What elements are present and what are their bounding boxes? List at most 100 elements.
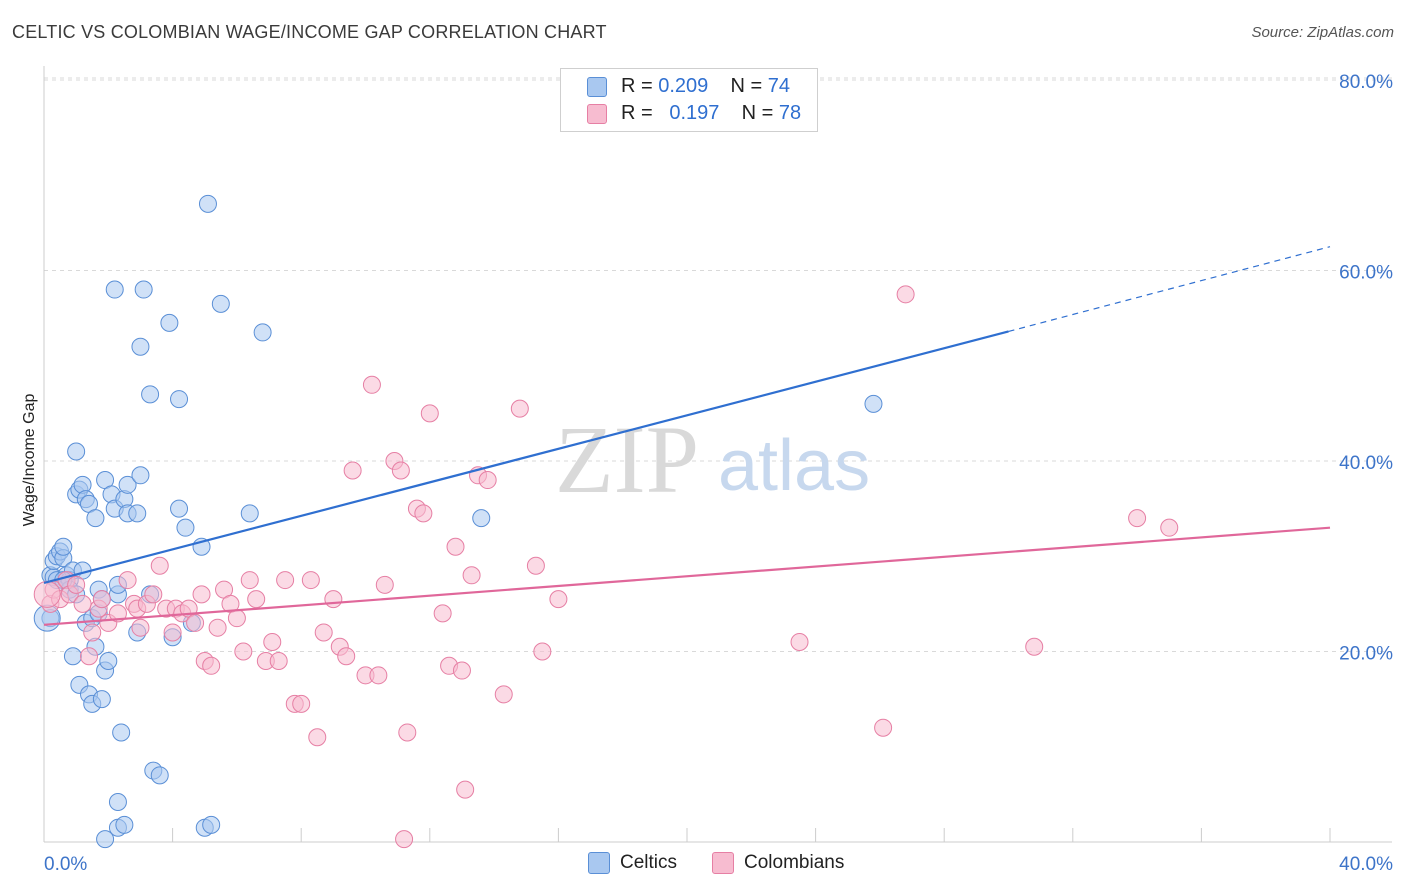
trend-lines — [43, 246, 1331, 626]
data-point — [343, 461, 362, 480]
data-point — [170, 390, 189, 409]
data-point — [33, 580, 61, 608]
data-point — [63, 647, 82, 666]
data-point — [160, 313, 179, 332]
bottom-legend-label-celtics: Celtics — [620, 852, 678, 874]
data-point — [150, 766, 169, 785]
data-point — [398, 723, 417, 742]
legend-n-label: N = — [741, 102, 774, 124]
data-point — [301, 571, 320, 590]
data-point — [234, 642, 253, 661]
data-point — [112, 723, 131, 742]
legend-box: R = 0.209 N = 74 R = 0.197 N = 78 — [560, 68, 818, 132]
bottom-legend-swatch-colombians — [712, 852, 734, 874]
y-tick-label: 80.0% — [1339, 72, 1393, 93]
legend-n-value: 74 — [767, 75, 791, 97]
grid-lines — [44, 77, 1392, 652]
data-point — [324, 590, 343, 609]
data-point — [211, 294, 230, 313]
data-point — [472, 509, 491, 528]
tick-labels: 20.0% 40.0% 60.0% 80.0% 0.0% 40.0% — [44, 72, 1393, 875]
data-point — [510, 399, 529, 418]
data-point — [494, 685, 513, 704]
data-point — [864, 394, 883, 413]
y-tick-label: 40.0% — [1339, 453, 1393, 474]
data-point — [108, 604, 127, 623]
data-point — [54, 537, 73, 556]
data-point — [202, 656, 221, 675]
chart-title: CELTIC VS COLOMBIAN WAGE/INCOME GAP CORR… — [12, 22, 607, 42]
y-tick-label: 20.0% — [1339, 644, 1393, 665]
data-point — [99, 652, 118, 671]
data-point — [414, 504, 433, 523]
data-point — [1128, 509, 1147, 528]
data-point — [67, 575, 86, 594]
data-point — [276, 571, 295, 590]
x-tick-label: 0.0% — [44, 854, 87, 875]
data-point — [131, 466, 150, 485]
data-point — [83, 623, 102, 642]
legend-r-label: R = — [621, 75, 653, 97]
data-point — [362, 375, 381, 394]
data-point — [462, 566, 481, 585]
data-point — [86, 509, 105, 528]
celtics-points — [33, 194, 883, 849]
data-point — [80, 647, 99, 666]
celtics-trend-extension — [1008, 246, 1331, 333]
legend-r-label: R = — [621, 102, 653, 124]
data-point — [433, 604, 452, 623]
data-point — [896, 285, 915, 304]
data-point — [128, 504, 147, 523]
data-point — [1025, 637, 1044, 656]
data-point — [375, 575, 394, 594]
legend-row-celtics: R = 0.209 N = 74 — [587, 75, 790, 99]
legend-swatch-celtics — [587, 76, 607, 97]
data-point — [549, 590, 568, 609]
data-point — [108, 792, 127, 811]
bottom-legend-colombians: Colombians — [712, 852, 844, 874]
data-point — [456, 780, 475, 799]
celtics-trend-line — [43, 330, 1009, 584]
data-point — [73, 594, 92, 613]
data-point — [202, 815, 221, 834]
x-tick-label: 40.0% — [1339, 854, 1393, 875]
data-point — [240, 504, 259, 523]
data-point — [369, 666, 388, 685]
data-point — [247, 590, 266, 609]
data-point — [292, 694, 311, 713]
data-point — [227, 609, 246, 628]
data-point — [115, 815, 134, 834]
colombians-points — [33, 285, 1179, 849]
data-point — [198, 194, 217, 213]
data-point — [163, 623, 182, 642]
data-point — [134, 280, 153, 299]
bottom-legend-celtics: Celtics — [588, 852, 677, 874]
data-point — [131, 618, 150, 637]
data-point — [192, 585, 211, 604]
data-point — [263, 632, 282, 651]
data-point — [790, 632, 809, 651]
data-point — [208, 618, 227, 637]
bottom-legend-label-colombians: Colombians — [744, 852, 845, 874]
legend-row-colombians: R = 0.197 N = 78 — [587, 102, 801, 126]
data-point — [170, 499, 189, 518]
bottom-legend-swatch-celtics — [588, 852, 610, 874]
data-point — [141, 385, 160, 404]
data-point — [314, 623, 333, 642]
legend-r-value: 0.209 — [658, 75, 709, 97]
data-point — [176, 518, 195, 537]
data-point — [105, 280, 124, 299]
data-point — [131, 337, 150, 356]
colombians-trend-line — [43, 526, 1331, 626]
legend-swatch-colombians — [587, 103, 607, 124]
data-point — [452, 661, 471, 680]
data-point — [874, 718, 893, 737]
watermark-zip: ZIP — [555, 406, 699, 513]
data-point — [1160, 518, 1179, 537]
data-point — [144, 585, 163, 604]
watermark: ZIP atlas — [555, 406, 870, 513]
data-point — [395, 830, 414, 849]
data-point — [150, 556, 169, 575]
legend-n-label: N = — [730, 75, 763, 97]
